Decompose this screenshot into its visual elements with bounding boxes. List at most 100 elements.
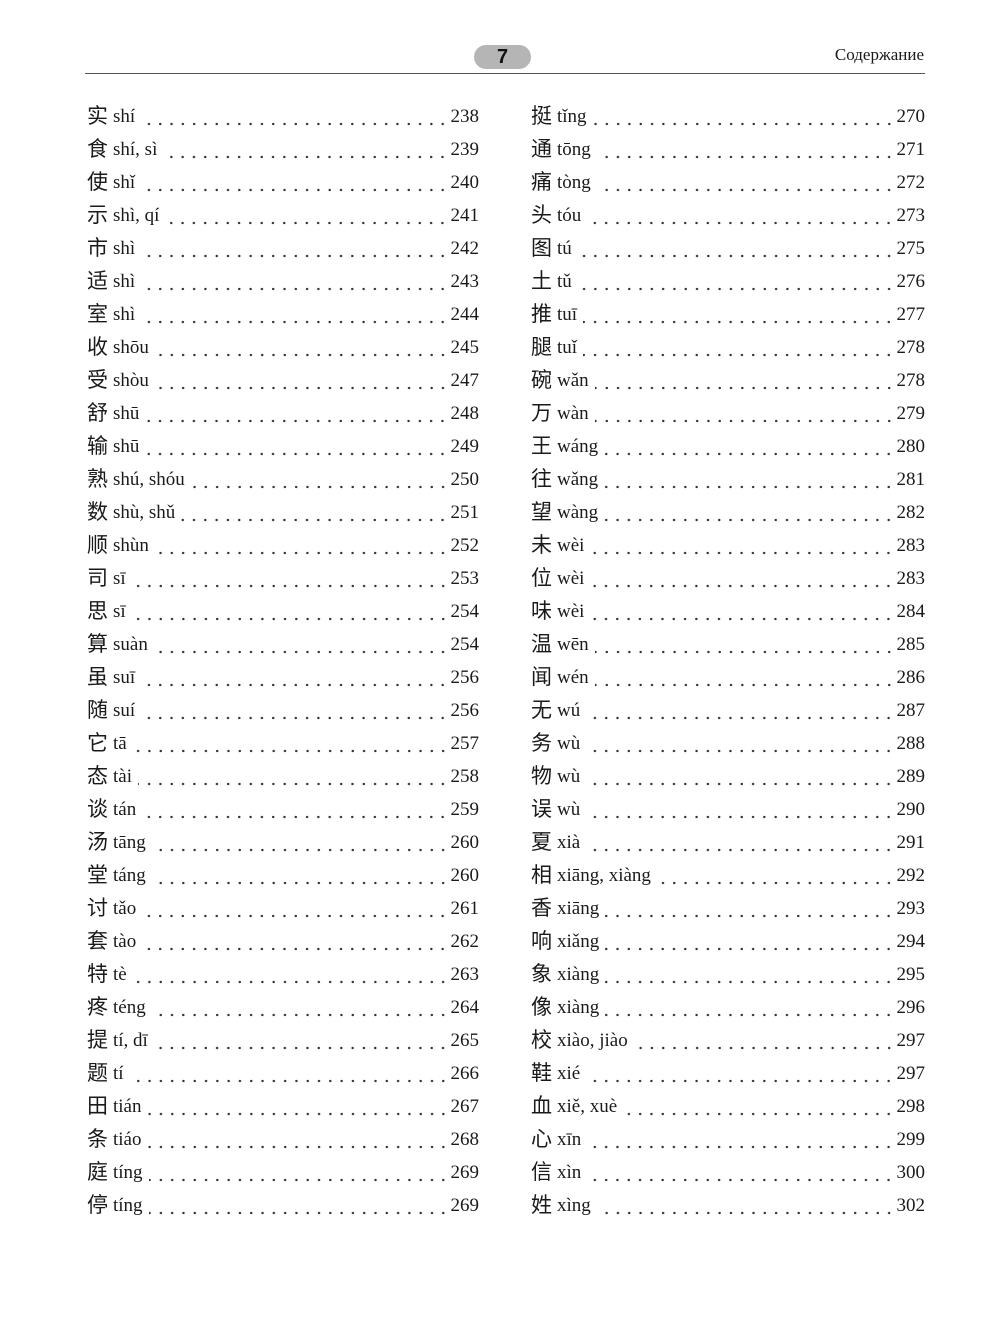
toc-entry[interactable]: 鞋 xié 297 [531, 1057, 925, 1090]
toc-entry[interactable]: 舒 shū 248 [87, 397, 479, 430]
entry-character: 未 [531, 533, 552, 557]
toc-entry[interactable]: 堂 táng 260 [87, 859, 479, 892]
entry-page-number: 244 [450, 304, 480, 325]
toc-entry[interactable]: 收 shōu 245 [87, 331, 479, 364]
entry-pinyin: tián [113, 1096, 142, 1117]
toc-entry[interactable]: 虽 suī 256 [87, 661, 479, 694]
toc-entry[interactable]: 算 suàn 254 [87, 628, 479, 661]
toc-entry[interactable]: 司 sī 253 [87, 562, 479, 595]
toc-entry[interactable]: 数 shù, shǔ 251 [87, 496, 479, 529]
toc-column-right: 挺 tǐng 270 通 tōng 271 痛 tòng 272 头 tóu 273 图 tú 275 土 tǔ… [531, 100, 925, 1222]
entry-page-number: 260 [450, 832, 480, 853]
toc-entry[interactable]: 误 wù 290 [531, 793, 925, 826]
toc-entry[interactable]: 市 shì 242 [87, 232, 479, 265]
toc-entry[interactable]: 腿 tuǐ 278 [531, 331, 925, 364]
toc-entry[interactable]: 土 tǔ 276 [531, 265, 925, 298]
toc-entry[interactable]: 像 xiàng 296 [531, 991, 925, 1024]
toc-entry[interactable]: 通 tōng 271 [531, 133, 925, 166]
toc-entry[interactable]: 头 tóu 273 [531, 199, 925, 232]
entry-pinyin: suí [113, 700, 136, 721]
dot-leader [594, 364, 895, 397]
toc-entry[interactable]: 味 wèi 284 [531, 595, 925, 628]
toc-entry[interactable]: 条 tiáo 268 [87, 1123, 479, 1156]
dot-leader [587, 1156, 895, 1189]
toc-entry[interactable]: 挺 tǐng 270 [531, 100, 925, 133]
entry-pinyin: wù [557, 799, 581, 820]
toc-entry[interactable]: 受 shòu 247 [87, 364, 479, 397]
toc-entry[interactable]: 室 shì 244 [87, 298, 479, 331]
toc-entry[interactable]: 相 xiāng, xiàng 292 [531, 859, 925, 892]
entry-pinyin: shì [113, 271, 136, 292]
toc-entry[interactable]: 套 tào 262 [87, 925, 479, 958]
toc-entry[interactable]: 它 tā 257 [87, 727, 479, 760]
toc-entry[interactable]: 痛 tòng 272 [531, 166, 925, 199]
toc-entry[interactable]: 顺 shùn 252 [87, 529, 479, 562]
toc-entry[interactable]: 望 wàng 282 [531, 496, 925, 529]
dot-leader [587, 199, 895, 232]
entry-pinyin: tǐng [557, 106, 587, 127]
toc-entry[interactable]: 食 shí, sì 239 [87, 133, 479, 166]
toc-entry[interactable]: 心 xīn 299 [531, 1123, 925, 1156]
toc-entry[interactable]: 随 suí 256 [87, 694, 479, 727]
dot-leader [604, 430, 895, 463]
dot-leader [145, 430, 449, 463]
entry-character: 特 [87, 962, 108, 986]
entry-pinyin: tè [113, 964, 127, 985]
toc-entry[interactable]: 姓 xìng 302 [531, 1189, 925, 1222]
toc-entry[interactable]: 夏 xià 291 [531, 826, 925, 859]
toc-entry[interactable]: 提 tí, dī 265 [87, 1024, 479, 1057]
entry-page-number: 267 [450, 1096, 480, 1117]
toc-entry[interactable]: 响 xiǎng 294 [531, 925, 925, 958]
toc-entry[interactable]: 碗 wǎn 278 [531, 364, 925, 397]
toc-entry[interactable]: 态 tài 258 [87, 760, 479, 793]
toc-entry[interactable]: 信 xìn 300 [531, 1156, 925, 1189]
toc-entry[interactable]: 疼 téng 264 [87, 991, 479, 1024]
entry-page-number: 298 [896, 1096, 926, 1117]
toc-entry[interactable]: 示 shì, qí 241 [87, 199, 479, 232]
entry-page-number: 289 [896, 766, 926, 787]
toc-entry[interactable]: 无 wú 287 [531, 694, 925, 727]
toc-entry[interactable]: 未 wèi 283 [531, 529, 925, 562]
toc-entry[interactable]: 闻 wén 286 [531, 661, 925, 694]
dot-leader [587, 1123, 895, 1156]
toc-entry[interactable]: 题 tí 266 [87, 1057, 479, 1090]
toc-entry[interactable]: 思 sī 254 [87, 595, 479, 628]
toc-entry[interactable]: 田 tián 267 [87, 1090, 479, 1123]
entry-page-number: 243 [450, 271, 480, 292]
entry-character: 汤 [87, 830, 108, 854]
toc-entry[interactable]: 庭 tíng 269 [87, 1156, 479, 1189]
toc-entry[interactable]: 输 shū 249 [87, 430, 479, 463]
toc-entry[interactable]: 熟 shú, shóu 250 [87, 463, 479, 496]
dot-leader [132, 727, 449, 760]
toc-entry[interactable]: 停 tíng 269 [87, 1189, 479, 1222]
toc-entry[interactable]: 香 xiāng 293 [531, 892, 925, 925]
toc-entry[interactable]: 校 xiào, jiào 297 [531, 1024, 925, 1057]
toc-entry[interactable]: 万 wàn 279 [531, 397, 925, 430]
toc-entry[interactable]: 推 tuī 277 [531, 298, 925, 331]
entry-page-number: 276 [896, 271, 926, 292]
toc-entry[interactable]: 实 shí 238 [87, 100, 479, 133]
toc-entry[interactable]: 王 wáng 280 [531, 430, 925, 463]
toc-entry[interactable]: 图 tú 275 [531, 232, 925, 265]
toc-entry[interactable]: 物 wù 289 [531, 760, 925, 793]
toc-entry[interactable]: 讨 tǎo 261 [87, 892, 479, 925]
entry-page-number: 250 [450, 469, 480, 490]
toc-entry[interactable]: 象 xiàng 295 [531, 958, 925, 991]
toc-entry[interactable]: 血 xiě, xuè 298 [531, 1090, 925, 1123]
toc-entry[interactable]: 位 wèi 283 [531, 562, 925, 595]
toc-entry[interactable]: 往 wǎng 281 [531, 463, 925, 496]
entry-page-number: 256 [450, 667, 480, 688]
entry-page-number: 264 [450, 997, 480, 1018]
toc-entry[interactable]: 务 wù 288 [531, 727, 925, 760]
entry-pinyin: tíng [113, 1195, 143, 1216]
entry-pinyin: tán [113, 799, 137, 820]
toc-entry[interactable]: 特 tè 263 [87, 958, 479, 991]
toc-entry[interactable]: 适 shì 243 [87, 265, 479, 298]
toc-entry[interactable]: 汤 tāng 260 [87, 826, 479, 859]
entry-page-number: 278 [896, 370, 926, 391]
entry-pinyin: wú [557, 700, 581, 721]
toc-entry[interactable]: 谈 tán 259 [87, 793, 479, 826]
toc-entry[interactable]: 使 shǐ 240 [87, 166, 479, 199]
toc-entry[interactable]: 温 wēn 285 [531, 628, 925, 661]
entry-pinyin: shí, sì [113, 139, 158, 160]
